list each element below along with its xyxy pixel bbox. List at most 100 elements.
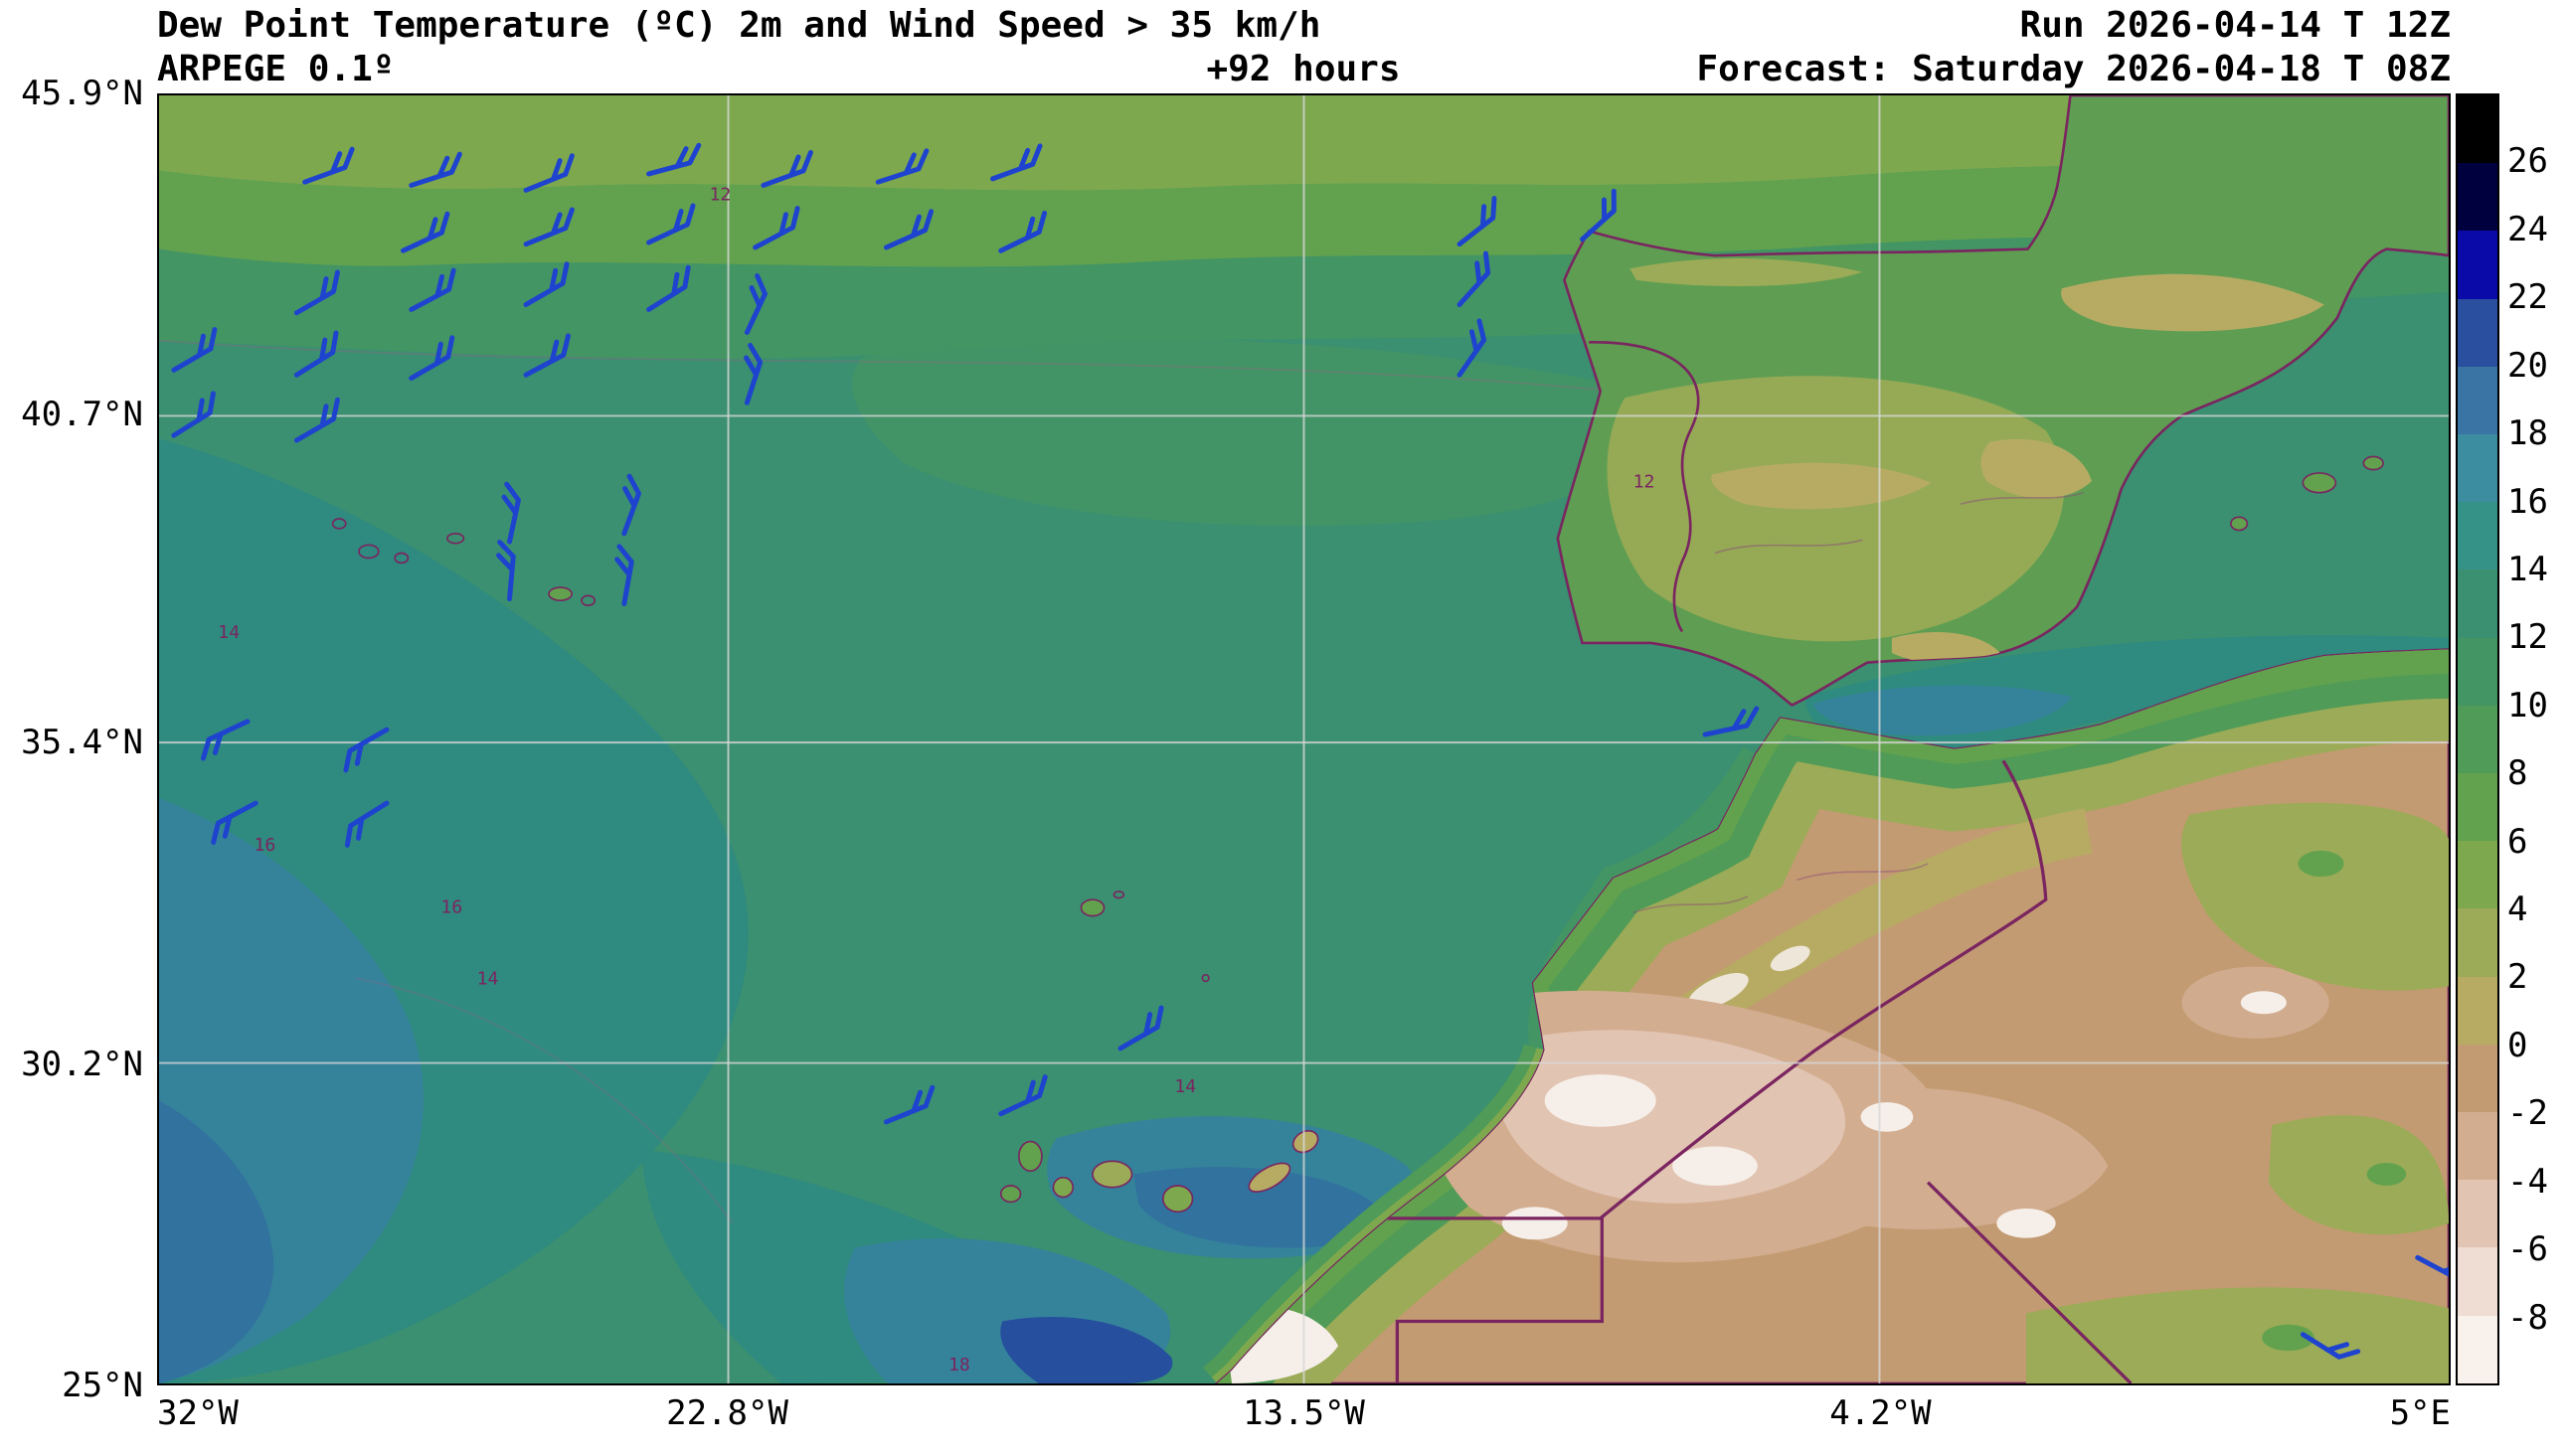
colorbar-segment (2458, 1315, 2497, 1383)
y-tick-label: 35.4°N (21, 723, 143, 763)
colorbar-tick-label: 16 (2507, 481, 2548, 522)
colorbar-tick-label: 26 (2507, 141, 2548, 182)
south-navy-patch (1000, 1316, 1173, 1383)
colorbar-tick-label: 6 (2507, 821, 2528, 862)
iberian-system (1980, 438, 2092, 499)
colorbar-segment (2458, 366, 2497, 435)
map-plot: 12 14 16 16 14 18 14 12 (157, 93, 2451, 1385)
algeria-mauritania-border (1926, 1181, 2133, 1383)
la-gomera-island (1052, 1176, 1075, 1199)
morocco-algeria-border (1599, 759, 2048, 1220)
ibiza-island (2230, 516, 2249, 532)
chart-title: Dew Point Temperature (ºC) 2m and Wind S… (157, 5, 1321, 46)
colorbar-segment (2458, 976, 2497, 1045)
east-green-spot (2366, 1162, 2407, 1186)
colorbar-tick-label: 20 (2507, 345, 2548, 386)
colorbar-segment (2458, 502, 2497, 570)
azores-island (446, 532, 465, 545)
pyrenees (2061, 273, 2324, 332)
mid-atlantic-light-patch (852, 338, 1641, 527)
azores-island (581, 594, 597, 606)
x-tick-label: 13.5°W (1243, 1393, 1365, 1433)
colorbar-tick-label: -6 (2507, 1229, 2548, 1270)
colorbar-segment (2458, 95, 2497, 164)
cantabrian-range (1629, 258, 1863, 286)
el-hierro-island (999, 1185, 1022, 1204)
contour-value-label: 16 (255, 835, 276, 856)
land-contour-line (1632, 895, 1749, 914)
contour-value-label: 18 (948, 1355, 970, 1375)
colorbar-segment (2458, 1247, 2497, 1316)
y-tick-label: 30.2°N (21, 1044, 143, 1084)
east-olive-area (2181, 802, 2449, 991)
x-axis-ticks: 32°W 22.8°W 13.5°W 4.2°W 5°E (157, 1393, 2451, 1443)
colorbar-tick-label: -4 (2507, 1161, 2548, 1202)
colorbar-segment (2458, 569, 2497, 638)
meseta-dry-area (1607, 376, 2065, 642)
la-palma-island (1018, 1140, 1043, 1173)
contour-value-label: 12 (710, 184, 732, 205)
western-sahara-border (1331, 1216, 1604, 1383)
x-tick-label: 32°W (157, 1393, 239, 1433)
colorbar-segment (2458, 1112, 2497, 1181)
islands (331, 455, 2384, 1213)
azores-island (548, 586, 573, 602)
contour-value-label: 14 (218, 622, 240, 643)
y-tick-label: 40.7°N (21, 395, 143, 435)
selvagens-islands (1201, 974, 1210, 983)
model-label: ARPEGE 0.1º (157, 49, 395, 89)
colorbar-tick-label: -8 (2507, 1297, 2548, 1338)
y-tick-label: 45.9°N (21, 74, 143, 113)
x-tick-label: 22.8°W (666, 1393, 788, 1433)
portugal-spain-border (1589, 341, 1700, 633)
x-tick-label: 5°E (2389, 1393, 2451, 1433)
iberia-landmass (1556, 95, 2449, 707)
desert-white-patch (1996, 1209, 2056, 1238)
y-tick-label: 25°N (62, 1366, 143, 1405)
colorbar-tick-label: -2 (2507, 1093, 2548, 1134)
colorbar-segment (2458, 163, 2497, 232)
contour-value-label: 14 (477, 969, 499, 990)
land-contour-line (1797, 863, 1929, 882)
lanzarote-island (1291, 1129, 1319, 1154)
x-tick-label: 4.2°W (1829, 1393, 1932, 1433)
atlas-high-area (1687, 972, 1749, 1010)
sierra-nevada (1891, 631, 2000, 664)
sw-corner-blue (159, 1100, 274, 1383)
colorbar-tick-label: 24 (2507, 209, 2548, 249)
colorbar (2456, 93, 2499, 1385)
east-olive-area (2268, 1115, 2449, 1235)
menorca-island (2362, 455, 2384, 471)
tenerife-island (1092, 1160, 1133, 1189)
mallorca-island (2302, 472, 2337, 494)
colorbar-segment (2458, 705, 2497, 774)
colorbar-tick-label: 18 (2507, 413, 2548, 454)
colorbar-tick-label: 2 (2507, 957, 2528, 998)
colorbar-segment (2458, 434, 2497, 503)
colorbar-segment (2458, 841, 2497, 909)
colorbar-tick-label: 8 (2507, 753, 2528, 794)
gran-canaria-island (1162, 1185, 1194, 1213)
alboran-teal (1812, 685, 2073, 736)
ocean-contour-line (355, 977, 734, 1224)
azores-island (331, 518, 347, 530)
east-green-spot (2298, 850, 2344, 878)
atlas-high-area (1770, 945, 1810, 972)
contour-value-label: 14 (1174, 1076, 1196, 1097)
canary-blue (1133, 1167, 1378, 1248)
colorbar-tick-label: 0 (2507, 1025, 2528, 1065)
colorbar-tick-label: 14 (2507, 549, 2548, 589)
land-contour-line (1714, 539, 1863, 555)
desert-white-patch (2240, 991, 2287, 1015)
colorbar-tick-label: 10 (2507, 685, 2548, 726)
desert-white-patch (1860, 1102, 1914, 1132)
colorbar-segment (2458, 1180, 2497, 1248)
colorbar-segment (2458, 908, 2497, 977)
desert-white-patch (1544, 1074, 1656, 1127)
sistema-central (1711, 462, 1932, 510)
colorbar-tick-label: 22 (2507, 277, 2548, 318)
graticule-gridlines (159, 95, 2449, 1383)
africa-landmass (1215, 648, 2449, 1383)
colorbar-segment (2458, 1044, 2497, 1113)
desert-light-pink (1492, 1030, 1846, 1204)
